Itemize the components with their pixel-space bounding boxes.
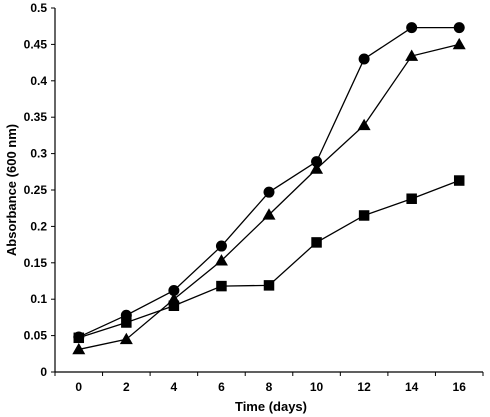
data-point-triangle: [214, 254, 228, 266]
y-axis-title-group: Absorbance (600 nm): [4, 124, 19, 256]
y-tick-label: 0.25: [24, 183, 48, 197]
y-tick-label: 0.2: [30, 219, 47, 233]
x-tick-label: 12: [357, 380, 371, 394]
data-point-square: [453, 175, 465, 186]
data-point-triangle: [405, 49, 419, 61]
data-point-square: [263, 280, 275, 291]
y-tick-label: 0.35: [24, 110, 48, 124]
y-tick-label: 0.5: [30, 1, 47, 15]
data-point-triangle: [452, 37, 466, 50]
data-point-square: [73, 332, 85, 344]
data-point-square: [121, 317, 132, 328]
x-tick-label: 10: [310, 380, 324, 394]
series-layer: [72, 22, 466, 355]
series-line-square: [78, 179, 460, 339]
data-point-circle: [168, 284, 180, 296]
data-point-circle: [263, 186, 275, 198]
series-line-circle: [78, 27, 460, 338]
data-point-square: [406, 193, 417, 204]
data-point-square: [358, 210, 370, 221]
data-point-triangle: [310, 162, 324, 174]
data-point-triangle: [262, 208, 276, 220]
x-tick-label: 8: [266, 380, 273, 394]
series-square: [73, 175, 465, 344]
x-tick-label: 4: [171, 380, 178, 394]
data-point-triangle: [357, 118, 371, 131]
x-tick-label: 0: [75, 380, 82, 394]
data-point-square: [311, 237, 322, 248]
x-axis-title: Time (days): [235, 399, 307, 414]
tick-labels: 0 0.05 0.1 0.15 0.2 0.25 0.3 0.35 0.4 0.45 0.5 0 2 4 6…: [24, 1, 467, 394]
data-point-square: [216, 280, 227, 292]
data-point-circle: [358, 53, 370, 65]
data-point-triangle: [119, 332, 133, 345]
y-tick-label: 0.45: [24, 37, 48, 51]
x-tick-label: 14: [405, 380, 419, 394]
series-circle: [73, 22, 465, 343]
y-tick-label: 0.1: [30, 292, 47, 306]
y-tick-label: 0: [40, 365, 47, 379]
data-point-circle: [406, 22, 418, 34]
data-point-square: [168, 300, 180, 312]
x-tick-label: 16: [453, 380, 467, 394]
y-tick-label: 0.3: [30, 147, 47, 161]
y-tick-label: 0.4: [30, 74, 47, 88]
x-tick-label: 6: [218, 380, 225, 394]
y-tick-label: 0.15: [24, 256, 48, 270]
tick-marks: [51, 7, 484, 376]
y-tick-label: 0.05: [24, 329, 48, 343]
y-axis-title: Absorbance (600 nm): [4, 124, 19, 256]
data-point-circle: [311, 156, 323, 168]
x-tick-label: 2: [123, 380, 130, 394]
data-point-circle: [453, 22, 465, 34]
data-point-circle: [215, 240, 227, 252]
data-point-triangle: [72, 342, 86, 355]
